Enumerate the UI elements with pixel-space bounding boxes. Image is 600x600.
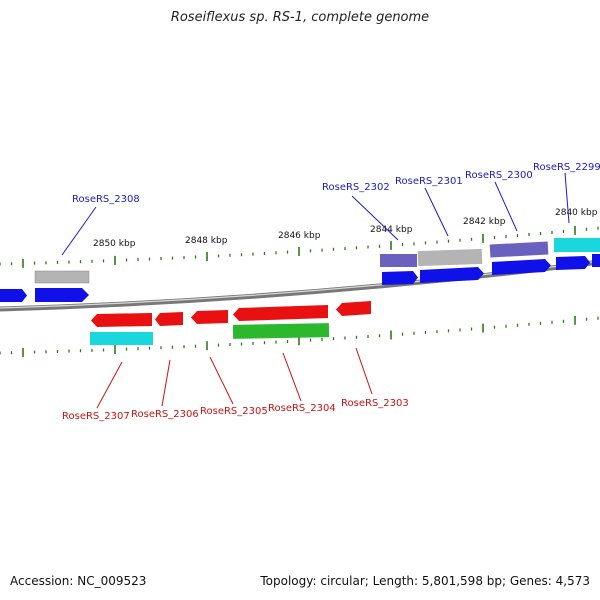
leader-2300: [494, 181, 518, 232]
gene-label-2300[interactable]: RoseRS_2300: [465, 170, 533, 181]
gene-2304-green[interactable]: [232, 323, 330, 339]
scale-label-2850: 2850 kbp: [93, 239, 136, 249]
gene-2307-red-arrow[interactable]: [91, 313, 152, 327]
gene-2302-blue-arrow[interactable]: [382, 271, 418, 285]
leader-2308: [61, 206, 97, 256]
gene-label-2302[interactable]: RoseRS_2302: [322, 182, 390, 193]
gene-2300-blue-arrow[interactable]: [492, 259, 551, 275]
gene-2305-red-arrow[interactable]: [191, 310, 228, 324]
accession-text: Accession: NC_009523: [10, 574, 147, 588]
leader-2307: [96, 361, 123, 409]
scale-label-2840: 2840 kbp: [555, 208, 598, 218]
scale-label-2846: 2846 kbp: [278, 231, 321, 241]
gene-2308-gray[interactable]: [34, 270, 90, 284]
gene-2302-purple[interactable]: [380, 254, 417, 267]
outer-tick-ring: [0, 225, 599, 268]
gene-2299-blue-arrow[interactable]: [556, 256, 590, 270]
gene-label-2304[interactable]: RoseRS_2304: [268, 403, 336, 414]
gene-2304-red-arrow[interactable]: [233, 305, 328, 321]
reverse-strand-genes: [90, 301, 371, 345]
gene-label-2303[interactable]: RoseRS_2303: [341, 398, 409, 409]
gene-2306-red-arrow[interactable]: [155, 312, 183, 326]
gene-label-2301[interactable]: RoseRS_2301: [395, 176, 463, 187]
gene-label-2307[interactable]: RoseRS_2307: [62, 411, 130, 422]
leader-2306: [161, 359, 171, 407]
scale-label-2848: 2848 kbp: [185, 236, 228, 246]
gene-2301-gray[interactable]: [417, 248, 483, 267]
gene-label-2306[interactable]: RoseRS_2306: [131, 409, 199, 420]
gene-2308-blue-arrow[interactable]: [35, 288, 89, 302]
gene-2307-cyan[interactable]: [90, 332, 153, 345]
scale-label-2844: 2844 kbp: [370, 225, 413, 235]
leader-lines: [61, 172, 570, 409]
leader-2302: [351, 195, 399, 241]
gene-2303-red-arrow[interactable]: [336, 301, 371, 316]
scale-label-2842: 2842 kbp: [463, 217, 506, 227]
leader-2303: [355, 347, 373, 395]
forward-strand-genes: [0, 238, 600, 302]
gene-2301-blue-arrow[interactable]: [420, 267, 484, 283]
map-title: Roseiflexus sp. RS-1, complete genome: [170, 10, 430, 25]
gene-label-2308[interactable]: RoseRS_2308: [72, 194, 140, 205]
gene-2300-purple[interactable]: [489, 241, 549, 258]
leader-2305: [209, 356, 234, 405]
gene-right-blue-edge[interactable]: [592, 254, 600, 267]
leader-2299: [564, 172, 570, 224]
gene-2299-cyan[interactable]: [554, 238, 600, 252]
gene-label-2305[interactable]: RoseRS_2305: [200, 406, 268, 417]
gene-left-blue-arrow[interactable]: [0, 289, 27, 302]
leader-2301: [424, 187, 449, 237]
leader-2304: [282, 352, 302, 402]
gene-label-2299[interactable]: RoseRS_2299: [533, 162, 600, 173]
topology-text: Topology: circular; Length: 5,801,598 bp…: [260, 574, 590, 588]
inner-tick-ring: [0, 315, 599, 357]
